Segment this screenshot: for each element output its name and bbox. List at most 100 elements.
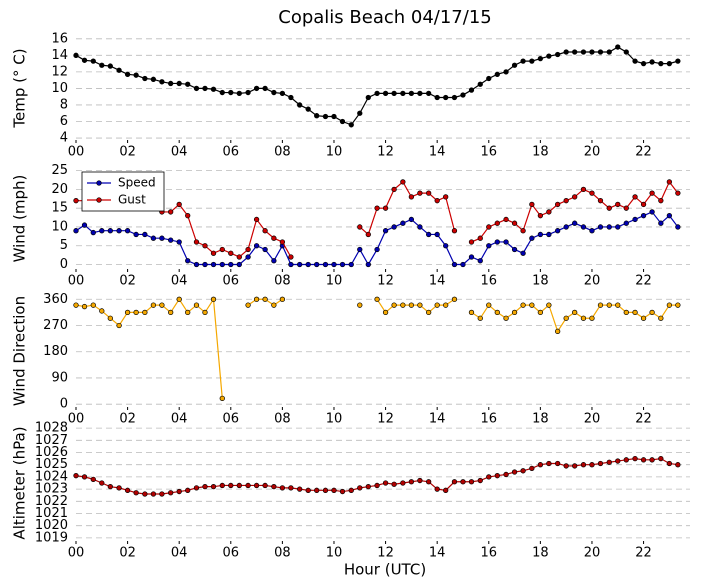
y-tick-label: 20 (51, 182, 68, 197)
point (133, 231, 139, 238)
series-line (75, 457, 678, 495)
y-tick-label: 0 (60, 397, 68, 412)
point (176, 239, 182, 245)
point (632, 309, 638, 316)
point (408, 479, 415, 485)
point (210, 296, 217, 302)
x-tick-label: 06 (223, 412, 240, 427)
x-tick-label: 10 (326, 274, 343, 289)
point (675, 462, 681, 468)
y-tick-label: 14 (51, 48, 68, 63)
y-tick-label: 16 (51, 31, 68, 46)
point (589, 315, 595, 321)
point (262, 296, 268, 302)
point (563, 49, 569, 55)
point (572, 309, 578, 316)
x-tick-label: 16 (480, 546, 497, 561)
point (176, 488, 182, 495)
point (632, 58, 638, 64)
x-tick-label: 12 (377, 274, 394, 289)
point (107, 484, 113, 490)
chart-title: Copalis Beach 04/17/15 (278, 7, 491, 28)
point (468, 239, 475, 245)
x-tick-label: 14 (429, 274, 446, 289)
point (529, 302, 535, 308)
point (382, 90, 389, 97)
point (503, 216, 509, 223)
point (426, 231, 432, 238)
point (331, 261, 337, 268)
point (537, 213, 544, 219)
point (107, 315, 113, 321)
point (142, 491, 148, 497)
x-tick-label: 22 (635, 546, 652, 561)
point (408, 216, 415, 223)
point (451, 94, 458, 101)
point (537, 309, 544, 316)
point (124, 487, 131, 493)
point (546, 209, 552, 215)
point (279, 239, 286, 245)
point (417, 90, 423, 97)
point (339, 118, 346, 125)
x-tick-label: 02 (119, 145, 136, 160)
point (434, 198, 440, 204)
point (314, 487, 320, 493)
point (339, 488, 346, 495)
point (116, 485, 122, 491)
point (245, 302, 251, 308)
y-tick-label: 25 (51, 163, 68, 178)
point (253, 216, 260, 223)
point (529, 58, 535, 64)
point (116, 322, 122, 329)
point (417, 224, 423, 230)
legend-marker (96, 180, 102, 186)
point (357, 224, 363, 230)
point (511, 62, 518, 68)
y-tick-label: 6 (60, 114, 68, 129)
point (219, 395, 225, 401)
y-tick-label: 8 (60, 97, 68, 112)
point (640, 213, 647, 219)
x-tick-label: 10 (326, 546, 343, 561)
x-tick-label: 12 (377, 412, 394, 427)
point (555, 51, 561, 58)
point (632, 216, 638, 223)
x-tick-label: 08 (274, 145, 291, 160)
point (400, 302, 406, 308)
point (597, 302, 604, 308)
point (520, 250, 526, 256)
point (606, 459, 612, 465)
point (400, 179, 406, 185)
point (228, 89, 234, 96)
point (228, 482, 234, 489)
point (443, 487, 449, 493)
y-tick-label: 1023 (35, 482, 68, 497)
point (124, 228, 131, 234)
point (116, 67, 122, 73)
legend-marker (96, 197, 102, 203)
point (675, 58, 681, 64)
series-line (75, 211, 679, 266)
series-line (75, 297, 678, 399)
point (288, 485, 294, 491)
point (477, 81, 483, 87)
point (443, 302, 449, 308)
point (185, 81, 191, 87)
point (357, 302, 363, 308)
y-tick-label: 1028 (35, 421, 68, 436)
y-tick-label: 1026 (35, 445, 68, 460)
point (219, 482, 225, 489)
point (640, 201, 647, 208)
point (271, 89, 277, 96)
point (580, 49, 587, 55)
point (417, 477, 423, 484)
point (331, 113, 337, 120)
point (382, 205, 389, 211)
point (382, 228, 389, 234)
y-tick-label: 10 (51, 81, 68, 96)
point (391, 302, 397, 308)
point (73, 228, 79, 234)
point (331, 487, 337, 493)
series-line (75, 46, 679, 126)
